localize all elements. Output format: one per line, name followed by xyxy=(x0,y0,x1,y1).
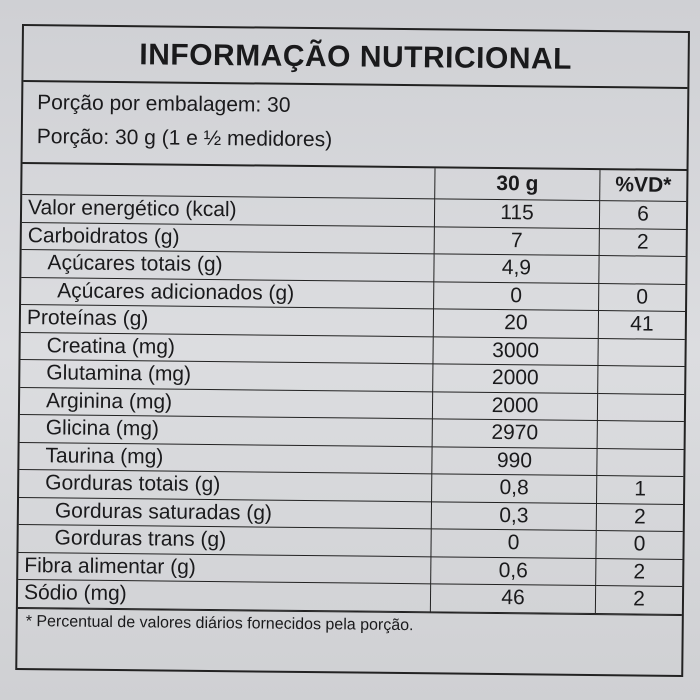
nutrient-name: Carboidratos (g) xyxy=(21,222,435,254)
nutrient-name: Fibra alimentar (g) xyxy=(18,551,431,584)
nutrient-dv: 41 xyxy=(598,310,686,339)
nutrient-amount: 20 xyxy=(433,308,599,339)
nutrient-name: Sódio (mg) xyxy=(17,579,431,612)
nutrient-name: Açúcares totais (g) xyxy=(21,249,435,282)
nutrient-amount: 0,8 xyxy=(431,473,597,504)
nutrient-amount: 0 xyxy=(430,528,597,559)
header-nutrient xyxy=(22,164,436,199)
nutrient-name: Gorduras totais (g) xyxy=(19,469,432,502)
nutrient-name: Taurina (mg) xyxy=(19,441,433,474)
nutrient-name: Açúcares adicionados (g) xyxy=(21,277,434,309)
nutrient-dv xyxy=(597,338,685,367)
nutrient-amount: 0,6 xyxy=(430,556,596,586)
nutrient-amount: 4,9 xyxy=(433,253,600,284)
nutrient-amount: 46 xyxy=(430,583,596,614)
nutrient-dv: 2 xyxy=(595,558,683,587)
nutrient-amount: 2000 xyxy=(432,391,598,421)
nutrient-amount: 0,3 xyxy=(431,501,597,531)
nutrient-amount: 115 xyxy=(434,198,600,229)
nutrient-name: Glicina (mg) xyxy=(19,414,433,447)
nutrient-dv: 2 xyxy=(596,503,684,532)
nutrient-amount: 990 xyxy=(431,446,598,476)
nutrient-name: Proteínas (g) xyxy=(20,304,434,337)
nutrient-name: Glutamina (mg) xyxy=(20,359,433,392)
nutrient-dv xyxy=(597,365,685,394)
nutrient-amount: 0 xyxy=(433,281,599,311)
nutrient-dv: 1 xyxy=(596,475,684,504)
header-amount: 30 g xyxy=(434,168,601,201)
nutrient-amount: 2970 xyxy=(432,418,598,449)
nutrition-label: INFORMAÇÃO NUTRICIONAL Porção por embala… xyxy=(15,24,690,677)
nutrient-dv: 0 xyxy=(598,283,686,312)
header-dv: %VD* xyxy=(599,170,687,202)
serving-info: Porção por embalagem: 30 Porção: 30 g (1… xyxy=(22,82,688,171)
nutrient-name: Creatina (mg) xyxy=(20,332,434,364)
nutrient-dv: 2 xyxy=(599,228,686,257)
label-title: INFORMAÇÃO NUTRICIONAL xyxy=(23,26,688,89)
serving-size: Porção: 30 g (1 e ½ medidores) xyxy=(36,125,333,152)
nutrient-name: Arginina (mg) xyxy=(19,387,433,419)
nutrient-name: Gorduras saturadas (g) xyxy=(18,496,432,529)
nutrient-dv: 2 xyxy=(595,585,683,614)
nutrient-dv: 6 xyxy=(599,200,687,229)
nutrient-dv xyxy=(597,393,685,422)
nutrition-table: 30 g %VD* Valor energético (kcal) 115 6 Car… xyxy=(17,164,687,614)
nutrient-dv xyxy=(596,448,684,477)
nutrient-dv xyxy=(598,255,686,284)
footnote: * Percentual de valores diários fornecid… xyxy=(17,607,682,642)
nutrient-name: Gorduras trans (g) xyxy=(18,524,432,557)
nutrient-amount: 3000 xyxy=(432,336,599,366)
nutrient-dv: 0 xyxy=(595,530,683,559)
nutrient-amount: 2000 xyxy=(432,363,598,394)
nutrient-dv xyxy=(597,420,684,449)
nutrient-amount: 7 xyxy=(434,226,600,256)
nutrient-name: Valor energético (kcal) xyxy=(21,194,435,227)
